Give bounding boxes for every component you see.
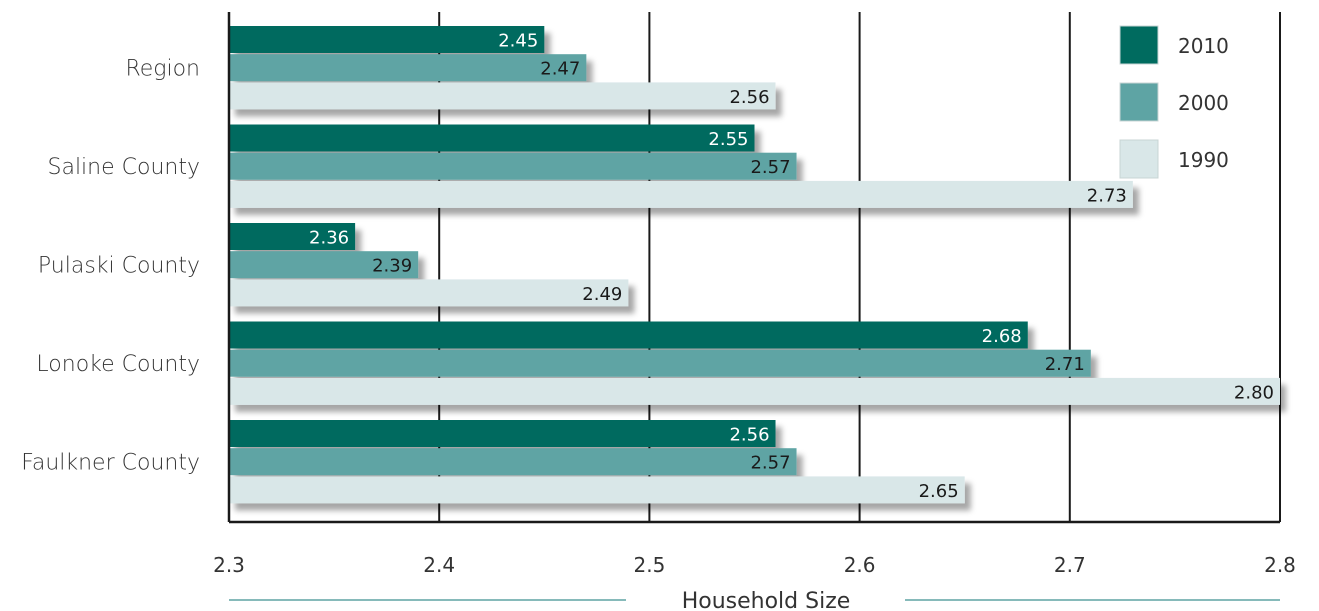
bar-2010-1: [229, 124, 755, 152]
bar-2000-1: [229, 152, 797, 180]
bar-2000-2: [229, 251, 419, 279]
category-label: Faulkner County: [21, 451, 200, 476]
bars: [229, 26, 1280, 504]
legend-swatch-2010: [1119, 25, 1159, 65]
bar-1990-2: [229, 279, 629, 307]
data-label: 2.45: [498, 31, 538, 52]
data-label: 2.56: [729, 425, 769, 446]
category-label: Pulaski County: [38, 254, 200, 279]
bar-1990-3: [229, 377, 1280, 405]
x-tick-label: 2.3: [213, 553, 245, 577]
legend-swatch-1990: [1119, 139, 1159, 179]
category-label: Saline County: [48, 155, 201, 180]
data-label: 2.47: [540, 59, 580, 80]
bar-1990-0: [229, 82, 776, 110]
data-label: 2.39: [372, 256, 412, 277]
data-label: 2.71: [1045, 354, 1085, 375]
x-axis-title: Household Size: [682, 589, 851, 611]
x-tick-label: 2.4: [423, 553, 455, 577]
category-label: Lonoke County: [36, 352, 200, 377]
bar-2000-3: [229, 349, 1091, 377]
x-tick-label: 2.6: [844, 553, 876, 577]
data-label: 2.57: [750, 453, 790, 474]
legend-swatch-2000: [1119, 82, 1159, 122]
legend-label: 2000: [1178, 91, 1229, 115]
legend-label: 2010: [1178, 34, 1229, 58]
category-label: Region: [125, 57, 200, 82]
labels: 2.3 2.4 2.5 2.6 2.7 2.8 2.452.47 2.56 Region 2.55…: [21, 31, 1296, 611]
data-label: 2.36: [309, 228, 349, 249]
legend-label: 1990: [1178, 148, 1229, 172]
axes: [227, 12, 1280, 601]
x-tick-label: 2.8: [1264, 553, 1296, 577]
bar-2010-4: [229, 420, 776, 447]
legend: 2010 2000 1990: [1119, 25, 1229, 179]
bar-2000-0: [229, 54, 587, 82]
bar-2010-3: [229, 321, 1028, 349]
bar-2010-0: [229, 26, 545, 53]
data-label: 2.55: [708, 129, 748, 150]
bar-1990-1: [229, 180, 1133, 208]
data-label: 2.56: [729, 87, 769, 108]
data-label: 2.57: [750, 157, 790, 178]
data-label: 2.68: [982, 326, 1022, 347]
bar-1990-4: [229, 476, 965, 504]
data-label: 2.73: [1087, 185, 1127, 206]
x-tick-label: 2.5: [633, 553, 665, 577]
data-label: 2.80: [1234, 382, 1274, 403]
x-tick-label: 2.7: [1054, 553, 1086, 577]
data-label: 2.65: [919, 481, 959, 502]
bar-2010-2: [229, 223, 356, 250]
bar-2000-4: [229, 448, 797, 476]
data-label: 2.49: [582, 284, 622, 305]
